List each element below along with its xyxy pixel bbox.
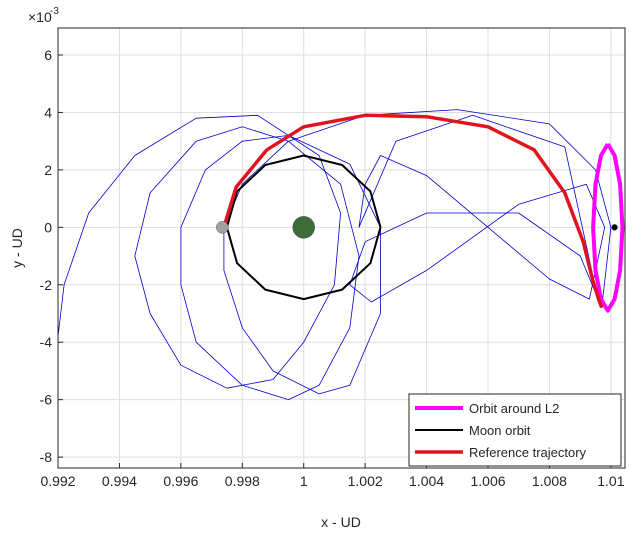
y-tick-label: 6	[44, 47, 52, 63]
axes-box	[57, 27, 626, 469]
x-tick-label: 0.996	[163, 473, 198, 489]
x-axis-label: x - UD	[321, 514, 361, 530]
series-line	[222, 113, 604, 309]
series-line	[591, 142, 625, 313]
y-tick-label: -8	[40, 449, 53, 465]
x-tick-label: 1.01	[597, 473, 624, 489]
y-exponent: -3	[50, 6, 59, 17]
series-line	[58, 109, 612, 400]
x-tick-label: 0.998	[225, 473, 260, 489]
y-tick-label: -4	[40, 334, 53, 350]
legend-label: Orbit around L2	[469, 401, 559, 416]
y-exponent-base: ×10	[28, 9, 52, 25]
x-tick-label: 1.004	[409, 473, 444, 489]
y-tick-label: 2	[44, 162, 52, 178]
y-axis-label: y - UD	[9, 228, 25, 268]
body-marker	[611, 224, 618, 231]
legend-label: Reference trajectory	[469, 445, 587, 460]
x-tick-label: 1	[300, 473, 308, 489]
legend-label: Moon orbit	[469, 423, 531, 438]
x-tick-label: 0.992	[40, 473, 75, 489]
y-tick-label: 4	[44, 104, 52, 120]
plot-content	[58, 109, 625, 400]
x-tick-label: 1.006	[470, 473, 505, 489]
y-tick-label: -2	[40, 277, 53, 293]
body-marker	[216, 221, 229, 234]
x-tick-label: 0.994	[102, 473, 137, 489]
x-tick-label: 1.008	[532, 473, 567, 489]
x-tick-label: 1.002	[348, 473, 383, 489]
y-tick-label: -6	[40, 392, 53, 408]
y-tick-label: 0	[44, 219, 52, 235]
body-marker	[292, 216, 315, 239]
